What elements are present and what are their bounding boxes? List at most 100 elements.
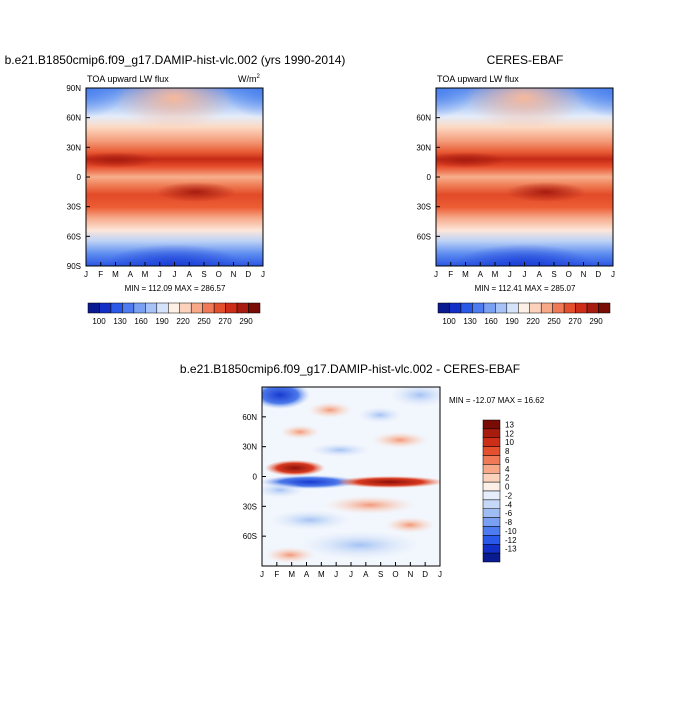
x-tick-label: A <box>304 570 310 579</box>
units: W/m2 <box>238 74 261 84</box>
colorbar-label: 290 <box>239 317 253 326</box>
colorbar-box <box>482 419 501 430</box>
colorbar-box <box>482 455 501 465</box>
colorbar-box <box>236 302 249 314</box>
y-tick-label: 60S <box>67 232 81 241</box>
colorbar-box <box>179 302 192 314</box>
colorbar-box <box>145 302 158 314</box>
y-tick-label: 0 <box>77 173 82 182</box>
colorbar-label: 190 <box>505 317 519 326</box>
x-tick-label: S <box>378 570 383 579</box>
y-tick-label: 30N <box>416 143 431 152</box>
x-tick-label: A <box>478 270 484 279</box>
colorbar-box <box>482 473 501 483</box>
panel-title: CERES-EBAF <box>487 53 564 67</box>
x-tick-label: J <box>438 570 442 579</box>
panel-2: CERES-EBAF TOA upward LW flux MIN = 112.… <box>435 53 614 293</box>
colorbar-box <box>482 437 501 447</box>
colorbar-label: 220 <box>526 317 540 326</box>
y-tick-label: 90N <box>66 84 81 93</box>
x-tick-label: A <box>187 270 193 279</box>
min-max: MIN = 112.09 MAX = 286.57 <box>125 284 226 293</box>
colorbar-box <box>482 428 501 438</box>
colorbar-box <box>495 302 508 314</box>
x-tick-label: S <box>201 270 206 279</box>
colorbar-label: -4 <box>505 500 513 509</box>
colorbar-box <box>482 481 501 492</box>
colorbar-box <box>482 535 501 545</box>
colorbar-label: 8 <box>505 447 510 456</box>
colorbar-label: -2 <box>505 491 513 500</box>
colorbar-label: 130 <box>463 317 477 326</box>
colorbar-box <box>506 302 519 314</box>
colorbar-label: 130 <box>113 317 127 326</box>
units-exponent: 2 <box>257 74 261 80</box>
x-tick-label: M <box>288 570 295 579</box>
y-tick-label: 90S <box>67 262 81 271</box>
colorbar-label: -12 <box>505 536 517 545</box>
colorbar-box <box>122 302 135 314</box>
x-tick-label: S <box>551 270 556 279</box>
colorbar-box <box>482 508 501 518</box>
x-tick-label: J <box>349 570 353 579</box>
x-tick-label: F <box>98 270 103 279</box>
x-tick-label: F <box>274 570 279 579</box>
colorbar-label: -13 <box>505 545 517 554</box>
x-tick-label: M <box>112 270 119 279</box>
colorbar-label: 250 <box>197 317 211 326</box>
x-tick-label: J <box>158 270 162 279</box>
colorbar-label: 250 <box>547 317 561 326</box>
colorbar-box <box>483 302 496 314</box>
colorbar-label: 6 <box>505 456 510 465</box>
colorbar-label: 270 <box>568 317 582 326</box>
colorbar-label: 160 <box>134 317 148 326</box>
colorbar-label: 160 <box>484 317 498 326</box>
panel-subtitle: TOA upward LW flux <box>87 74 169 84</box>
y-tick-label: 0 <box>253 473 258 482</box>
colorbar-box <box>225 302 238 314</box>
colorbar-label: 100 <box>92 317 106 326</box>
colorbar-box <box>586 302 599 314</box>
y-tick-label: 60S <box>417 232 431 241</box>
colorbar-box <box>156 302 169 314</box>
panel-title: b.e21.B1850cmip6.f09_g17.DAMIP-hist-vlc.… <box>5 53 346 67</box>
colorbar-label: -6 <box>505 509 513 518</box>
colorbar-label: -10 <box>505 527 517 536</box>
x-tick-label: O <box>216 270 222 279</box>
colorbar-box <box>248 302 261 314</box>
colorbar-box <box>190 302 203 314</box>
x-tick-label: J <box>261 270 265 279</box>
colorbar-box <box>482 544 501 554</box>
colorbar-box <box>482 464 501 474</box>
min-max: MIN = -12.07 MAX = 16.62 <box>449 396 545 405</box>
colorbar-box <box>575 302 588 314</box>
colorbar-label: 4 <box>505 465 510 474</box>
x-tick-label: J <box>260 570 264 579</box>
x-tick-label: J <box>508 270 512 279</box>
x-tick-label: J <box>84 270 88 279</box>
colorbar-label: 2 <box>505 474 510 483</box>
colorbar-label: 290 <box>589 317 603 326</box>
colorbar-box <box>529 302 542 314</box>
x-tick-label: M <box>462 270 469 279</box>
x-tick-label: N <box>231 270 237 279</box>
panel-title: b.e21.B1850cmip6.f09_g17.DAMIP-hist-vlc.… <box>180 362 520 376</box>
colorbar-box <box>563 302 576 314</box>
colorbar-box <box>87 302 100 314</box>
colorbar-box <box>482 446 501 456</box>
colorbar-box <box>437 302 450 314</box>
x-tick-label: A <box>128 270 134 279</box>
colorbar-box <box>518 302 530 314</box>
colorbar-box <box>482 526 501 536</box>
x-tick-label: J <box>173 270 177 279</box>
y-tick-label: 0 <box>427 173 432 182</box>
colorbar-box <box>202 302 215 314</box>
units: W/m <box>238 74 257 84</box>
panel-1: b.e21.B1850cmip6.f09_g17.DAMIP-hist-vlc.… <box>5 53 346 293</box>
x-tick-label: J <box>523 270 527 279</box>
colorbar-box <box>449 302 462 314</box>
colorbar-label: 12 <box>505 429 514 438</box>
y-tick-label: 30S <box>417 203 431 212</box>
min-max: MIN = 112.41 MAX = 285.07 <box>475 284 576 293</box>
x-tick-label: M <box>142 270 149 279</box>
